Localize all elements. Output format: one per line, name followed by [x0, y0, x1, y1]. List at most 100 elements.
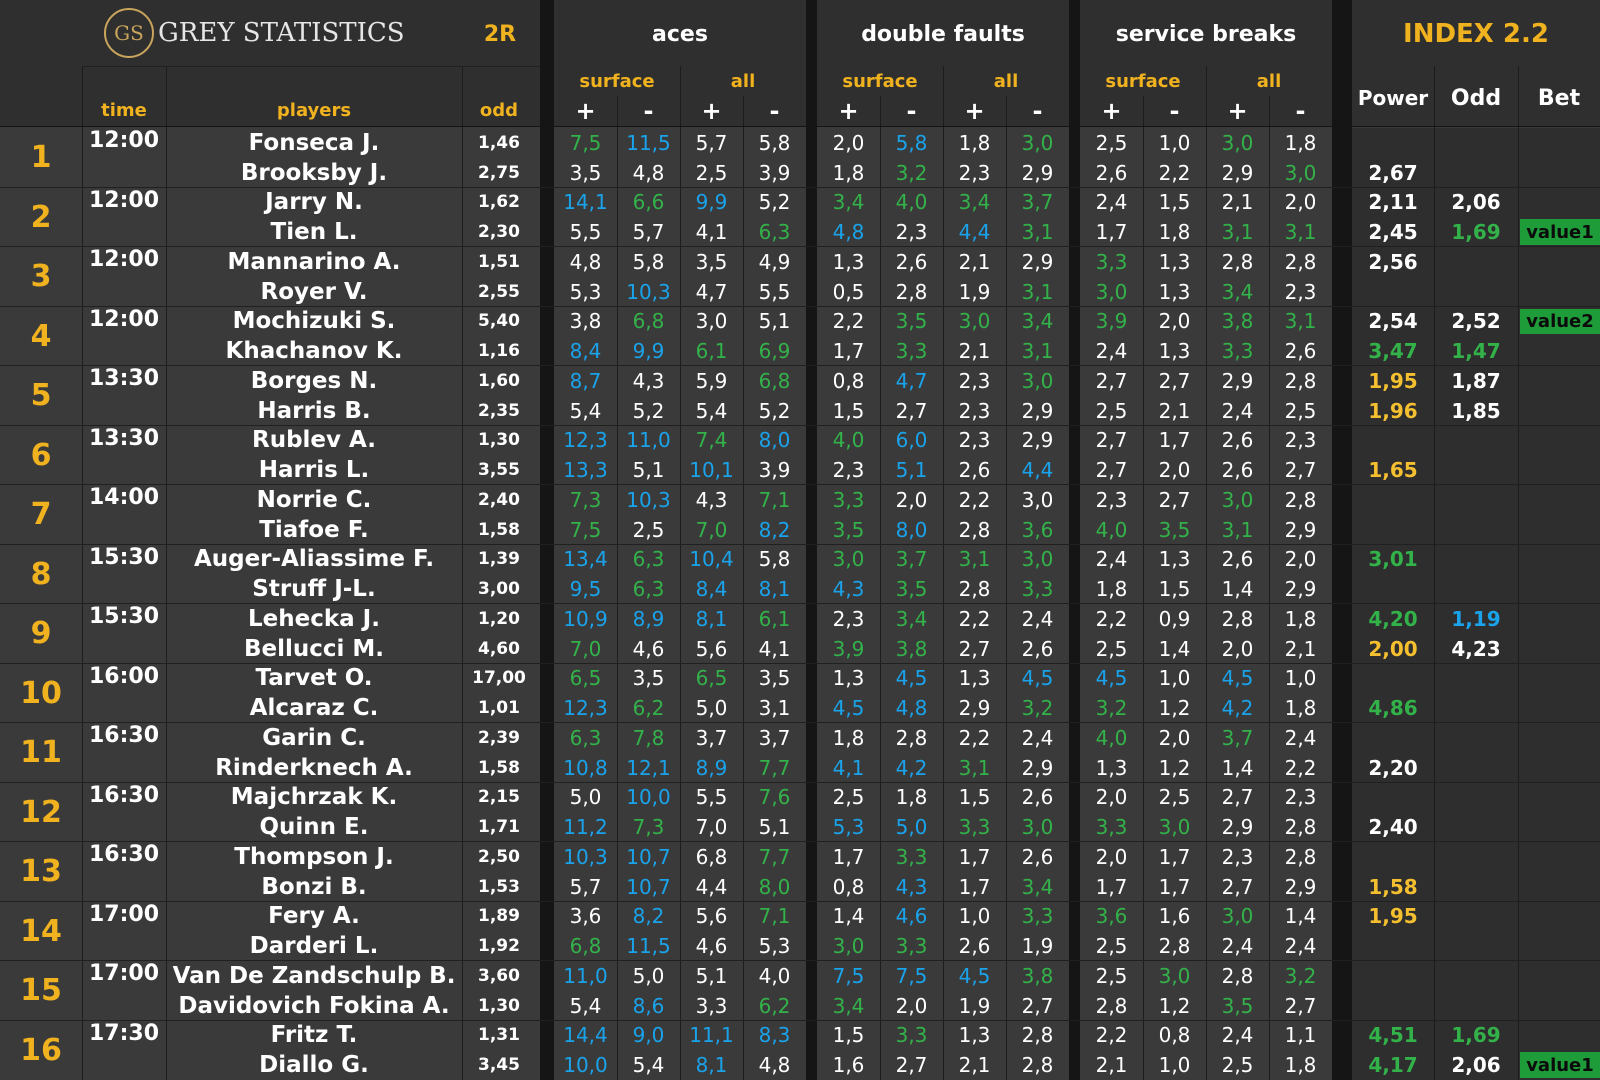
match-number: 8 — [30, 556, 52, 592]
player-name: Tien L. — [270, 219, 358, 246]
match-time: 13:30 — [88, 425, 160, 451]
stat-value: 2,9 — [1021, 428, 1054, 453]
stat-value: 3,1 — [1021, 220, 1054, 245]
player-name: Davidovich Fokina A. — [178, 992, 450, 1019]
stat-value: 2,2 — [1284, 755, 1317, 780]
service-breaks-minus-header: - — [1295, 97, 1306, 125]
index-power: 1,65 — [1368, 458, 1418, 483]
service-breaks-minus-header: - — [1169, 97, 1180, 125]
stat-value: 13,4 — [563, 547, 608, 572]
index-power: 4,51 — [1368, 1023, 1418, 1048]
stat-value: 3,3 — [1095, 249, 1128, 274]
stat-value: 1,9 — [958, 993, 991, 1018]
stat-value: 2,9 — [1221, 160, 1254, 185]
stat-value: 5,2 — [758, 398, 791, 423]
stat-value: 2,9 — [1021, 398, 1054, 423]
stat-value: 3,5 — [895, 577, 928, 602]
stat-value: 2,0 — [1284, 190, 1317, 215]
stat-value: 2,4 — [1095, 547, 1128, 572]
stat-value: 2,8 — [1284, 487, 1317, 512]
index-power: 2,00 — [1368, 636, 1418, 661]
stat-value: 4,5 — [1221, 666, 1254, 691]
stat-value: 2,7 — [1021, 993, 1054, 1018]
player-odd: 3,00 — [478, 579, 520, 600]
stat-value: 3,0 — [1095, 279, 1128, 304]
stat-value: 11,5 — [626, 934, 671, 959]
stat-value: 1,8 — [832, 725, 865, 750]
player-name: Auger-Aliassime F. — [193, 546, 435, 573]
stat-value: 2,6 — [1021, 844, 1054, 869]
stat-value: 5,0 — [695, 696, 728, 721]
stat-value: 2,8 — [1021, 1053, 1054, 1078]
player-name: Fritz T. — [270, 1022, 358, 1049]
stat-value: 4,0 — [895, 190, 928, 215]
stat-value: 2,0 — [1158, 725, 1191, 750]
aces-plus-header: + — [701, 97, 722, 125]
stat-value: 10,7 — [626, 874, 671, 899]
match-number: 11 — [20, 735, 62, 771]
stat-value: 3,3 — [1021, 577, 1054, 602]
match-time: 16:30 — [88, 842, 160, 867]
match-number: 14 — [20, 913, 62, 949]
player-odd: 1,92 — [478, 936, 520, 957]
stat-value: 3,1 — [1021, 279, 1054, 304]
stat-value: 5,3 — [832, 815, 865, 840]
aces-minus-header: - — [769, 97, 780, 125]
stat-value: 3,7 — [1021, 190, 1054, 215]
stat-value: 6,2 — [632, 696, 665, 721]
stat-value: 3,1 — [758, 696, 791, 721]
player-odd: 1,71 — [478, 817, 520, 838]
stat-value: 3,0 — [1221, 904, 1254, 929]
stat-value: 2,8 — [1284, 368, 1317, 393]
player-name: Norrie C. — [256, 486, 372, 513]
stat-value: 10,4 — [689, 547, 734, 572]
round-label: 2R — [483, 21, 517, 47]
index-power: 1,96 — [1368, 398, 1418, 423]
stat-value: 2,7 — [1158, 368, 1191, 393]
player-odd: 1,89 — [478, 906, 520, 927]
stat-value: 4,0 — [1095, 725, 1128, 750]
stat-value: 2,6 — [958, 934, 991, 959]
stat-value: 3,8 — [1021, 963, 1054, 988]
stat-value: 3,3 — [895, 339, 928, 364]
stat-value: 1,7 — [958, 874, 991, 899]
stat-value: 3,9 — [1095, 309, 1128, 334]
double-faults-plus-header: + — [964, 97, 985, 125]
stat-value: 10,3 — [626, 279, 671, 304]
stat-value: 2,7 — [1221, 785, 1254, 810]
stat-value: 3,0 — [1021, 487, 1054, 512]
stat-value: 4,1 — [832, 755, 865, 780]
stat-value: 2,8 — [1021, 1023, 1054, 1048]
stat-value: 5,3 — [758, 934, 791, 959]
stat-value: 2,0 — [1221, 636, 1254, 661]
stat-value: 3,0 — [1221, 130, 1254, 155]
stat-value: 3,0 — [1021, 815, 1054, 840]
stat-value: 5,0 — [895, 815, 928, 840]
player-name: Tiafoe F. — [259, 516, 369, 543]
player-odd: 2,30 — [478, 222, 520, 243]
stat-value: 2,8 — [895, 279, 928, 304]
player-odd: 4,60 — [478, 638, 520, 659]
match-number: 5 — [30, 378, 52, 414]
stat-value: 1,8 — [1284, 696, 1317, 721]
player-odd: 2,50 — [478, 846, 520, 867]
stat-value: 9,0 — [632, 1023, 665, 1048]
stat-value: 3,3 — [958, 815, 991, 840]
stat-value: 2,5 — [695, 160, 728, 185]
stat-value: 2,3 — [1284, 279, 1317, 304]
stat-value: 2,2 — [832, 309, 865, 334]
stat-value: 2,5 — [1221, 1053, 1254, 1078]
stat-value: 2,8 — [1284, 249, 1317, 274]
stat-value: 3,8 — [1221, 309, 1254, 334]
stat-value: 6,6 — [632, 190, 665, 215]
match-number: 12 — [20, 794, 62, 830]
double-faults-all-header: all — [993, 70, 1019, 92]
stat-value: 9,5 — [569, 577, 602, 602]
stat-value: 1,4 — [1221, 755, 1254, 780]
stat-value: 2,6 — [895, 249, 928, 274]
stat-value: 1,5 — [832, 1023, 865, 1048]
stat-value: 4,4 — [695, 874, 728, 899]
stat-value: 2,6 — [1021, 636, 1054, 661]
player-odd: 1,01 — [478, 698, 520, 719]
stat-value: 3,0 — [1158, 963, 1191, 988]
